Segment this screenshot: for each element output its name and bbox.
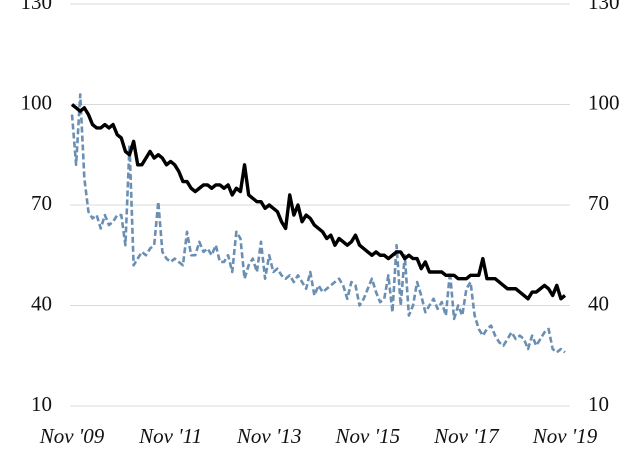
y2-tick-label: 10 (588, 392, 609, 416)
y-tick-label: 100 (21, 90, 53, 114)
data-line (70, 103, 567, 301)
y-tick-label: 70 (31, 191, 52, 215)
data-line (70, 93, 566, 354)
y2-tick-label: 100 (588, 90, 620, 114)
x-tick-label: Nov '11 (138, 424, 202, 448)
y2-tick-label: 40 (588, 291, 609, 315)
y2-tick-label: 70 (588, 191, 609, 215)
x-tick-label: Nov '17 (433, 424, 500, 448)
x-tick-label: Nov '09 (39, 424, 105, 448)
y-tick-label: 10 (31, 392, 52, 416)
x-tick-label: Nov '15 (335, 424, 401, 448)
y2-tick-label: 130 (588, 0, 620, 14)
y-tick-label: 40 (31, 291, 52, 315)
x-tick-label: Nov '13 (236, 424, 302, 448)
y-tick-label: 130 (21, 0, 53, 14)
x-tick-label: Nov '19 (532, 424, 598, 448)
